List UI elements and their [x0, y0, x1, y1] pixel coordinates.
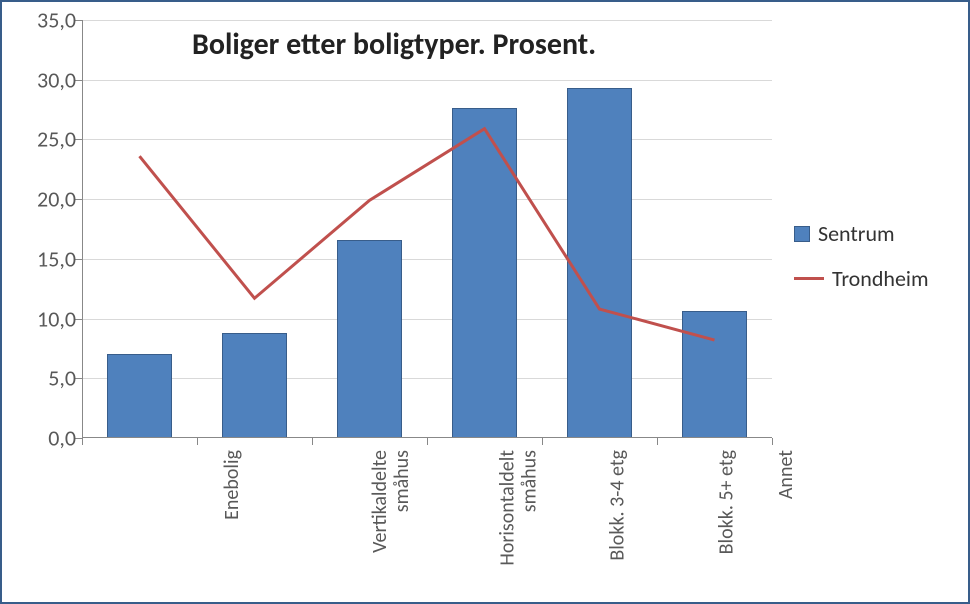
legend-line-swatch [794, 277, 824, 280]
x-tick [542, 438, 543, 445]
line-layer [82, 20, 772, 438]
x-axis-label: Vertikaldelte småhus [368, 450, 412, 553]
chart-container: Boliger etter boligtyper. Prosent. 0,05,… [0, 0, 970, 604]
y-axis-label: 30,0 [37, 66, 82, 93]
x-tick [312, 438, 313, 445]
x-axis-label: Blokk. 5+ etg [715, 450, 737, 554]
legend-entry: Sentrum [794, 220, 929, 247]
y-axis-label: 0,0 [48, 425, 82, 452]
y-axis-label: 20,0 [37, 186, 82, 213]
x-tick [772, 438, 773, 445]
legend: Sentrum Trondheim [794, 202, 929, 310]
x-axis-label: Annet [775, 450, 797, 499]
x-axis-label: Enebolig [220, 450, 242, 520]
y-axis-label: 25,0 [37, 126, 82, 153]
legend-swatch [794, 226, 810, 242]
x-tick [82, 438, 83, 445]
x-axis-label: Horisontaldelt småhus [496, 450, 540, 566]
y-axis-label: 15,0 [37, 245, 82, 272]
y-axis-label: 10,0 [37, 305, 82, 332]
legend-entry: Trondheim [794, 265, 929, 292]
plot-area: 0,05,010,015,020,025,030,035,0EneboligVe… [82, 20, 772, 438]
legend-label: Sentrum [818, 220, 895, 247]
y-axis-label: 5,0 [48, 365, 82, 392]
legend-label: Trondheim [832, 265, 929, 292]
line-series [140, 129, 715, 340]
x-tick [427, 438, 428, 445]
y-axis-label: 35,0 [37, 7, 82, 34]
x-axis-label: Blokk. 3-4 etg [606, 450, 628, 561]
x-tick [197, 438, 198, 445]
y-axis-line [82, 20, 83, 438]
x-tick [657, 438, 658, 445]
